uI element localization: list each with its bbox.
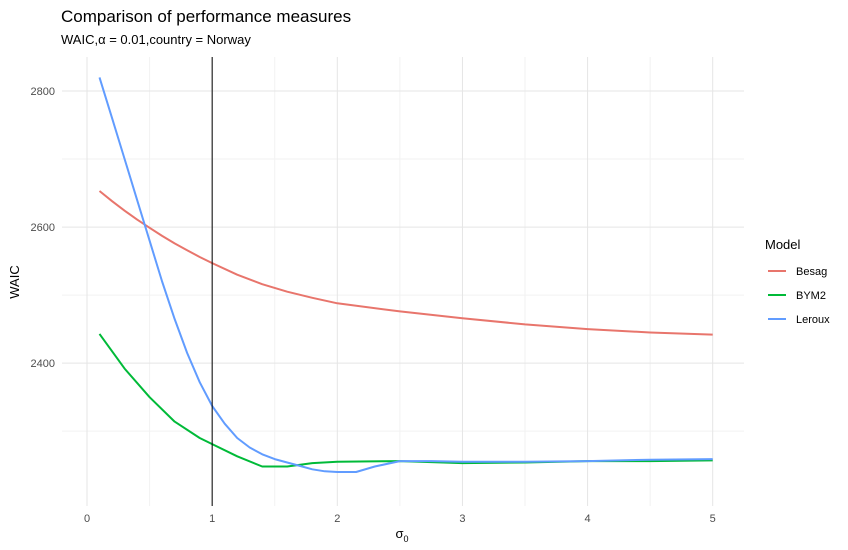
legend-title: Model [765,237,801,252]
series-line-leroux [98,77,713,473]
y-axis-title: WAIC [7,265,22,298]
x-tick-label: 1 [209,513,215,525]
legend-label-bym2: BYM2 [796,290,826,302]
y-tick-label: 2800 [31,86,55,98]
series-layer [98,77,713,473]
y-tick-label: 2600 [31,222,55,234]
grid-major [62,57,744,506]
series-line-besag [98,190,713,336]
x-axis-title: σ0 [395,526,408,544]
y-axis-ticks: 2400 2600 2800 [31,86,55,370]
series-line-bym2 [98,333,713,468]
grid-minor [62,57,744,506]
x-tick-label: 3 [459,513,465,525]
legend-label-besag: Besag [796,266,827,278]
x-tick-label: 4 [585,513,591,525]
y-tick-label: 2400 [31,358,55,370]
chart-title: Comparison of performance measures [61,7,352,26]
x-tick-label: 5 [710,513,716,525]
chart-subtitle: WAIC,α = 0.01,country = Norway [61,32,251,47]
x-axis-ticks: 0 1 2 3 4 5 [84,513,716,525]
legend: Model Besag BYM2 Leroux [765,237,830,326]
legend-label-leroux: Leroux [796,314,830,326]
x-tick-label: 2 [334,513,340,525]
x-tick-label: 0 [84,513,90,525]
